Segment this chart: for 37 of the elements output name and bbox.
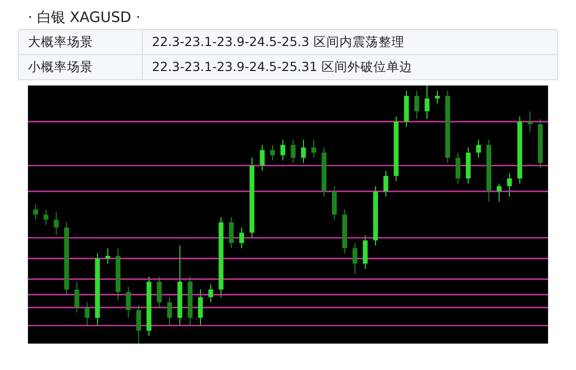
candlestick bbox=[44, 208, 48, 226]
candlestick bbox=[228, 216, 234, 249]
candlestick bbox=[290, 139, 296, 164]
candlestick bbox=[311, 139, 316, 158]
candlestick bbox=[84, 302, 90, 326]
candlestick bbox=[528, 110, 532, 132]
candlestick bbox=[270, 144, 275, 161]
candlestick bbox=[383, 170, 388, 197]
candlestick bbox=[54, 212, 59, 236]
candlestick bbox=[424, 85, 430, 120]
candlestick bbox=[136, 304, 142, 344]
candlestick bbox=[126, 286, 131, 318]
candlestick bbox=[434, 90, 440, 104]
candlestick bbox=[456, 152, 460, 184]
text: 大概率场景 bbox=[28, 34, 93, 50]
candlestick bbox=[167, 296, 172, 326]
candlestick bbox=[260, 144, 265, 172]
candlestick bbox=[332, 186, 337, 220]
text: 小概率场景 bbox=[28, 59, 93, 74]
candlestick bbox=[198, 288, 203, 326]
candlestick bbox=[476, 139, 481, 158]
candlestick bbox=[414, 90, 420, 120]
candlestick bbox=[496, 183, 502, 202]
candlestick bbox=[362, 234, 368, 270]
candlestick bbox=[33, 204, 38, 220]
candlestick bbox=[301, 139, 306, 164]
chart-title: · 白银 XAGUSD · bbox=[28, 10, 140, 26]
candlestick bbox=[507, 172, 512, 197]
candlestick bbox=[156, 276, 162, 308]
candlestick bbox=[74, 281, 80, 314]
candlestick bbox=[352, 242, 358, 274]
candlestick bbox=[208, 284, 214, 303]
candlestick bbox=[105, 248, 110, 264]
candlestick bbox=[239, 227, 244, 249]
candlestick bbox=[280, 139, 286, 161]
text: 22.3-23.1-23.9-24.5-25.31 区间外破位单边 bbox=[152, 59, 412, 74]
text: 22.3-23.1-23.9-24.5-25.3 区间内震荡整理 bbox=[152, 34, 404, 50]
